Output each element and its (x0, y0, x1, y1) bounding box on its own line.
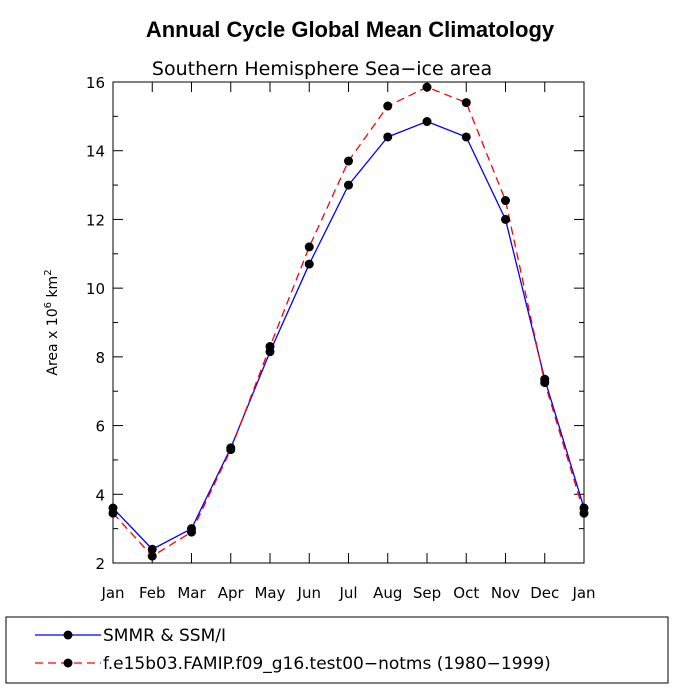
series-1-point (187, 527, 196, 537)
x-tick-label: Jan (571, 584, 595, 602)
x-tick-label: Jan (100, 584, 124, 602)
series-1-point (226, 445, 236, 455)
chart-title: Annual Cycle Global Mean Climatology (146, 17, 555, 42)
y-tick-label: 14 (86, 143, 105, 161)
series-0-point (383, 132, 393, 142)
series-1-point (108, 508, 118, 518)
plot-frame (112, 81, 585, 564)
series-1-point (501, 196, 510, 206)
x-tick-label: Feb (139, 584, 166, 602)
series-1-point (540, 378, 550, 388)
y-tick-label: 4 (95, 486, 105, 504)
y-tick-label: 12 (86, 211, 105, 229)
x-tick-label: May (254, 584, 285, 602)
y-tick-label: 10 (86, 280, 105, 298)
x-tick-label: Apr (218, 584, 245, 602)
y-axis-label: Area x 106 km2 (43, 269, 61, 375)
x-tick-label: Dec (530, 584, 559, 602)
series-1-point (422, 82, 432, 92)
y-tick-label: 8 (95, 349, 105, 367)
x-tick-label: Nov (491, 584, 520, 602)
series-0-point (501, 214, 510, 224)
legend-entry-model: f.e15b03.FAMIP.f09_g16.test00−notms (198… (35, 654, 551, 674)
x-tick-label: Mar (177, 584, 206, 602)
chart-subtitle: Southern Hemisphere Sea−ice area (152, 58, 492, 80)
series-layer (108, 82, 589, 561)
y-axis-label-unit-exponent: 2 (43, 269, 54, 275)
series-1-point (147, 551, 157, 561)
y-tick-label: 6 (95, 418, 105, 436)
y-tick-label: 16 (86, 74, 105, 92)
legend-box (5, 616, 669, 684)
legend-marker-model (63, 658, 73, 668)
x-tick-label: Jun (297, 584, 321, 602)
series-0-point (422, 117, 432, 127)
x-tick-label: Aug (373, 584, 402, 602)
x-tick-label: Sep (413, 584, 441, 602)
series-0-point (147, 544, 157, 554)
y-tick-label: 2 (95, 555, 105, 573)
legend-marker-smmr (63, 630, 73, 640)
series-1-point (265, 342, 275, 352)
y-axis-label-unit: km (45, 276, 61, 302)
plot-area: Jan Feb Mar Apr May Jun Jul Aug Sep Oct Nov Dec Jan 2… (86, 74, 596, 602)
y-axis-label-main: Area x 10 (45, 308, 61, 375)
series-0-point (304, 259, 314, 269)
legend-label-smmr: SMMR & SSM/I (103, 626, 226, 646)
series-0-point (344, 180, 353, 190)
series-1-point (304, 242, 314, 252)
series-1-point (461, 98, 471, 108)
axis-ticks: Jan Feb Mar Apr May Jun Jul Aug Sep Oct Nov Dec Jan 2… (86, 74, 596, 602)
series-1-point (383, 101, 393, 111)
series-1-point (344, 156, 353, 166)
legend: SMMR & SSM/I f.e15b03.FAMIP.f09_g16.test… (5, 616, 669, 684)
y-axis-label-exponent: 6 (43, 302, 54, 308)
legend-entry-smmr: SMMR & SSM/I (35, 626, 226, 646)
x-tick-label: Oct (453, 584, 479, 602)
x-tick-label: Jul (338, 584, 357, 602)
series-0-point (461, 132, 471, 142)
legend-label-model: f.e15b03.FAMIP.f09_g16.test00−notms (198… (103, 654, 551, 674)
series-1-point (579, 508, 589, 518)
